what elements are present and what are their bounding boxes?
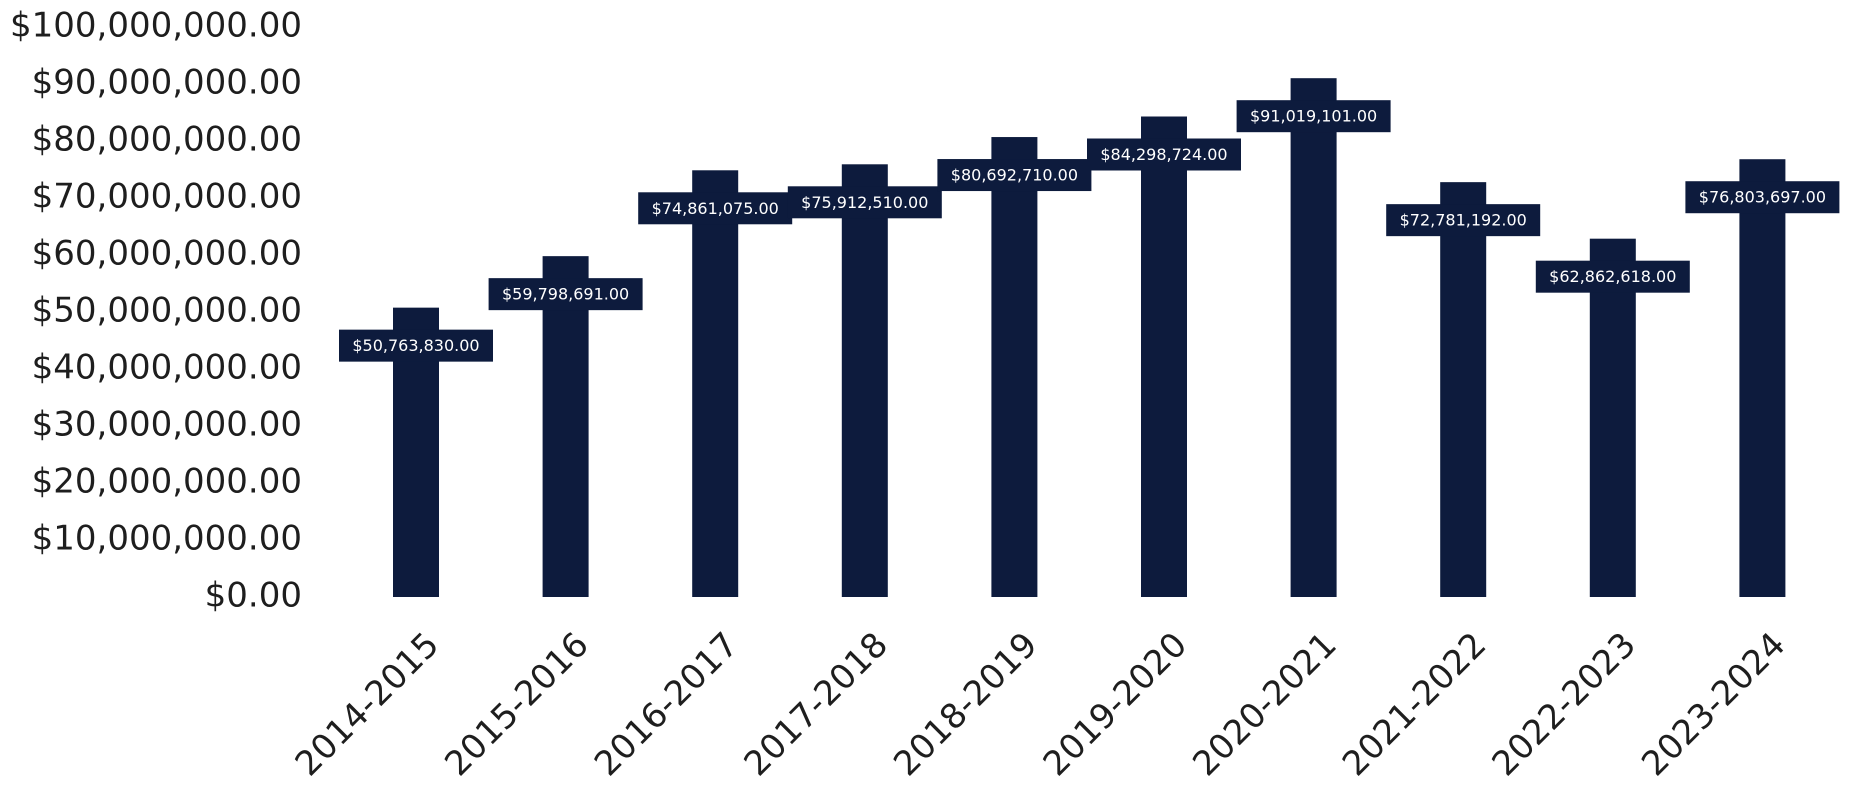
y-tick-label: $40,000,000.00: [32, 348, 302, 388]
bar: [1141, 116, 1187, 597]
y-tick-label: $70,000,000.00: [32, 177, 302, 217]
x-tick-label: 2019-2020: [1036, 625, 1195, 784]
y-tick-label: $20,000,000.00: [32, 462, 302, 502]
y-tick-label: $80,000,000.00: [32, 120, 302, 160]
x-axis-tick-labels: 2014-20152015-20162016-20172017-20182018…: [288, 625, 1794, 784]
data-label: $59,798,691.00: [502, 285, 629, 304]
data-label: $50,763,830.00: [352, 336, 479, 355]
x-tick-label: 2020-2021: [1185, 625, 1344, 784]
bar: [1739, 159, 1785, 597]
data-label: $91,019,101.00: [1250, 107, 1377, 126]
y-tick-label: $30,000,000.00: [32, 405, 302, 445]
x-tick-label: 2021-2022: [1335, 625, 1494, 784]
data-label: $62,862,618.00: [1549, 267, 1676, 286]
y-tick-label: $100,000,000.00: [10, 6, 302, 46]
y-tick-label: $90,000,000.00: [32, 63, 302, 103]
data-label: $80,692,710.00: [951, 166, 1078, 185]
x-tick-label: 2023-2024: [1634, 625, 1793, 784]
y-tick-label: $50,000,000.00: [32, 291, 302, 331]
x-tick-label: 2015-2016: [437, 625, 596, 784]
data-label: $74,861,075.00: [652, 199, 779, 218]
bar: [1440, 182, 1486, 597]
y-axis-tick-labels: $0.00 $10,000,000.00 $20,000,000.00 $30,000…: [10, 6, 302, 616]
x-tick-label: 2022-2023: [1485, 625, 1644, 784]
y-tick-label: $10,000,000.00: [32, 519, 302, 559]
data-label: $76,803,697.00: [1699, 188, 1826, 207]
bar: [842, 164, 888, 597]
x-tick-label: 2016-2017: [587, 625, 746, 784]
y-tick-label: $60,000,000.00: [32, 234, 302, 274]
x-tick-label: 2017-2018: [737, 625, 896, 784]
bar: [991, 137, 1037, 597]
data-label: $75,912,510.00: [801, 193, 928, 212]
data-label: $72,781,192.00: [1400, 211, 1527, 230]
y-tick-label: $0.00: [205, 576, 302, 616]
bar: [692, 170, 738, 597]
x-tick-label: 2018-2019: [886, 625, 1045, 784]
data-label: $84,298,724.00: [1100, 145, 1227, 164]
x-tick-label: 2014-2015: [288, 625, 447, 784]
bar: [1291, 78, 1337, 597]
